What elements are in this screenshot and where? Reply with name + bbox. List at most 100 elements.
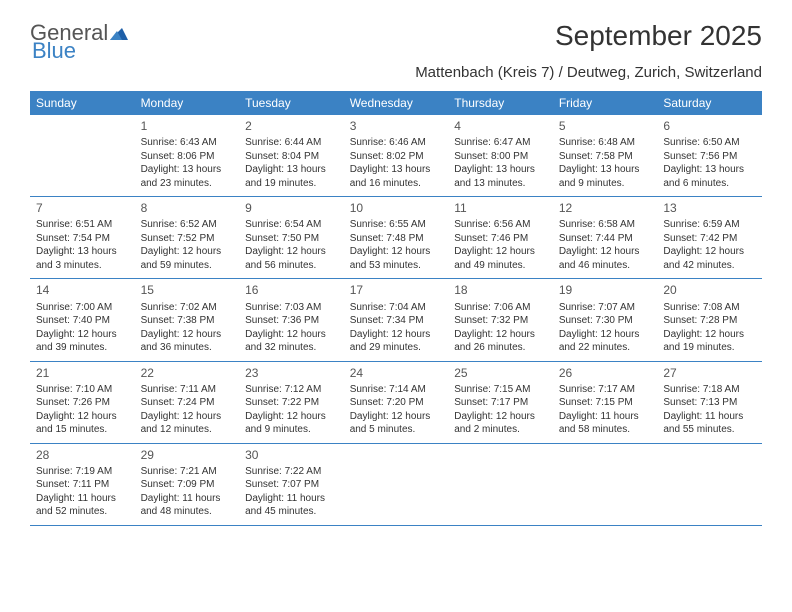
sunrise-text: Sunrise: 7:19 AM [36,465,129,479]
page-title: September 2025 [555,20,762,52]
calendar-day-cell: 19 Sunrise: 7:07 AMSunset: 7:30 PMDayligh… [553,279,658,361]
calendar-day-cell: 13Sunrise: 6:59 AMSunset: 7:42 PMDayligh… [657,197,762,279]
sunrise-text: Sunrise: 7:22 AM [245,465,338,479]
sunset-text: Sunset: 7:48 PM [350,232,443,246]
daylight-text: Daylight: 12 hours and 9 minutes. [245,410,338,437]
sunrise-text: Sunrise: 7:04 AM [350,301,443,315]
sunrise-text: Sunrise: 6:59 AM [663,218,756,232]
sunset-text: Sunset: 7:22 PM [245,396,338,410]
sunset-text: Sunset: 7:36 PM [245,314,338,328]
calendar-table: Sunday Monday Tuesday Wednesday Thursday… [30,91,762,526]
sunset-text: Sunset: 7:38 PM [141,314,234,328]
calendar-day-cell: 17Sunrise: 7:04 AMSunset: 7:34 PMDayligh… [344,279,449,361]
day-number: 11 [454,200,547,216]
day-number: 28 [36,447,129,463]
logo-triangle-icon [110,20,128,46]
sunrise-text: Sunrise: 7:15 AM [454,383,547,397]
day-number: 4 [454,118,547,134]
sunrise-text: Sunrise: 6:43 AM [141,136,234,150]
sunrise-text: Sunrise: 6:52 AM [141,218,234,232]
daylight-text: Daylight: 12 hours and 32 minutes. [245,328,338,355]
daylight-text: Daylight: 13 hours and 16 minutes. [350,163,443,190]
sunset-text: Sunset: 7:54 PM [36,232,129,246]
sunset-text: Sunset: 7:40 PM [36,314,129,328]
day-header: Wednesday [344,91,449,115]
sunset-text: Sunset: 7:26 PM [36,396,129,410]
day-header: Monday [135,91,240,115]
calendar-day-cell: 6Sunrise: 6:50 AMSunset: 7:56 PMDaylight… [657,115,762,197]
sunrise-text: Sunrise: 6:44 AM [245,136,338,150]
calendar-day-cell: 24Sunrise: 7:14 AMSunset: 7:20 PMDayligh… [344,361,449,443]
calendar-day-cell: 2Sunrise: 6:44 AMSunset: 8:04 PMDaylight… [239,115,344,197]
calendar-page: General September 2025 Blue Mattenbach (… [0,0,792,546]
sunset-text: Sunset: 7:32 PM [454,314,547,328]
daylight-text: Daylight: 11 hours and 55 minutes. [663,410,756,437]
daylight-text: Daylight: 12 hours and 59 minutes. [141,245,234,272]
day-header: Saturday [657,91,762,115]
calendar-week-row: 1Sunrise: 6:43 AMSunset: 8:06 PMDaylight… [30,115,762,197]
day-number: 15 [141,282,234,298]
daylight-text: Daylight: 12 hours and 2 minutes. [454,410,547,437]
daylight-text: Daylight: 13 hours and 19 minutes. [245,163,338,190]
daylight-text: Daylight: 12 hours and 36 minutes. [141,328,234,355]
calendar-day-cell: 28Sunrise: 7:19 AMSunset: 7:11 PMDayligh… [30,443,135,525]
daylight-text: Daylight: 12 hours and 29 minutes. [350,328,443,355]
calendar-day-cell: 16Sunrise: 7:03 AMSunset: 7:36 PMDayligh… [239,279,344,361]
daylight-text: Daylight: 12 hours and 46 minutes. [559,245,652,272]
day-number: 22 [141,365,234,381]
day-number: 14 [36,282,129,298]
daylight-text: Daylight: 12 hours and 19 minutes. [663,328,756,355]
sunrise-text: Sunrise: 7:17 AM [559,383,652,397]
calendar-day-cell: 3Sunrise: 6:46 AMSunset: 8:02 PMDaylight… [344,115,449,197]
calendar-day-cell: 26Sunrise: 7:17 AMSunset: 7:15 PMDayligh… [553,361,658,443]
day-number: 19 [559,282,652,298]
calendar-week-row: 14Sunrise: 7:00 AMSunset: 7:40 PMDayligh… [30,279,762,361]
daylight-text: Daylight: 12 hours and 15 minutes. [36,410,129,437]
calendar-day-cell: 29Sunrise: 7:21 AMSunset: 7:09 PMDayligh… [135,443,240,525]
day-number: 18 [454,282,547,298]
sunrise-text: Sunrise: 6:55 AM [350,218,443,232]
calendar-day-cell: 22Sunrise: 7:11 AMSunset: 7:24 PMDayligh… [135,361,240,443]
sunrise-text: Sunrise: 7:00 AM [36,301,129,315]
sunset-text: Sunset: 7:30 PM [559,314,652,328]
calendar-week-row: 28Sunrise: 7:19 AMSunset: 7:11 PMDayligh… [30,443,762,525]
day-number: 2 [245,118,338,134]
daylight-text: Daylight: 11 hours and 58 minutes. [559,410,652,437]
calendar-day-cell [657,443,762,525]
location-subtitle: Mattenbach (Kreis 7) / Deutweg, Zurich, … [30,64,762,81]
day-number: 7 [36,200,129,216]
daylight-text: Daylight: 13 hours and 23 minutes. [141,163,234,190]
calendar-day-cell [448,443,553,525]
calendar-day-cell [553,443,658,525]
day-number: 13 [663,200,756,216]
calendar-day-cell: 18Sunrise: 7:06 AMSunset: 7:32 PMDayligh… [448,279,553,361]
calendar-day-cell: 5Sunrise: 6:48 AMSunset: 7:58 PMDaylight… [553,115,658,197]
daylight-text: Daylight: 12 hours and 39 minutes. [36,328,129,355]
sunset-text: Sunset: 7:52 PM [141,232,234,246]
calendar-day-cell: 4Sunrise: 6:47 AMSunset: 8:00 PMDaylight… [448,115,553,197]
daylight-text: Daylight: 12 hours and 42 minutes. [663,245,756,272]
day-number: 17 [350,282,443,298]
daylight-text: Daylight: 11 hours and 45 minutes. [245,492,338,519]
sunset-text: Sunset: 7:56 PM [663,150,756,164]
sunset-text: Sunset: 7:17 PM [454,396,547,410]
sunrise-text: Sunrise: 6:47 AM [454,136,547,150]
daylight-text: Daylight: 12 hours and 49 minutes. [454,245,547,272]
sunset-text: Sunset: 7:09 PM [141,478,234,492]
sunset-text: Sunset: 8:00 PM [454,150,547,164]
day-header: Friday [553,91,658,115]
day-number: 9 [245,200,338,216]
calendar-day-cell: 25Sunrise: 7:15 AMSunset: 7:17 PMDayligh… [448,361,553,443]
sunrise-text: Sunrise: 6:51 AM [36,218,129,232]
calendar-day-cell: 8Sunrise: 6:52 AMSunset: 7:52 PMDaylight… [135,197,240,279]
day-number: 20 [663,282,756,298]
day-number: 26 [559,365,652,381]
daylight-text: Daylight: 12 hours and 56 minutes. [245,245,338,272]
sunrise-text: Sunrise: 7:07 AM [559,301,652,315]
sunset-text: Sunset: 7:44 PM [559,232,652,246]
sunrise-text: Sunrise: 6:46 AM [350,136,443,150]
daylight-text: Daylight: 12 hours and 53 minutes. [350,245,443,272]
daylight-text: Daylight: 13 hours and 9 minutes. [559,163,652,190]
daylight-text: Daylight: 12 hours and 22 minutes. [559,328,652,355]
sunrise-text: Sunrise: 7:21 AM [141,465,234,479]
